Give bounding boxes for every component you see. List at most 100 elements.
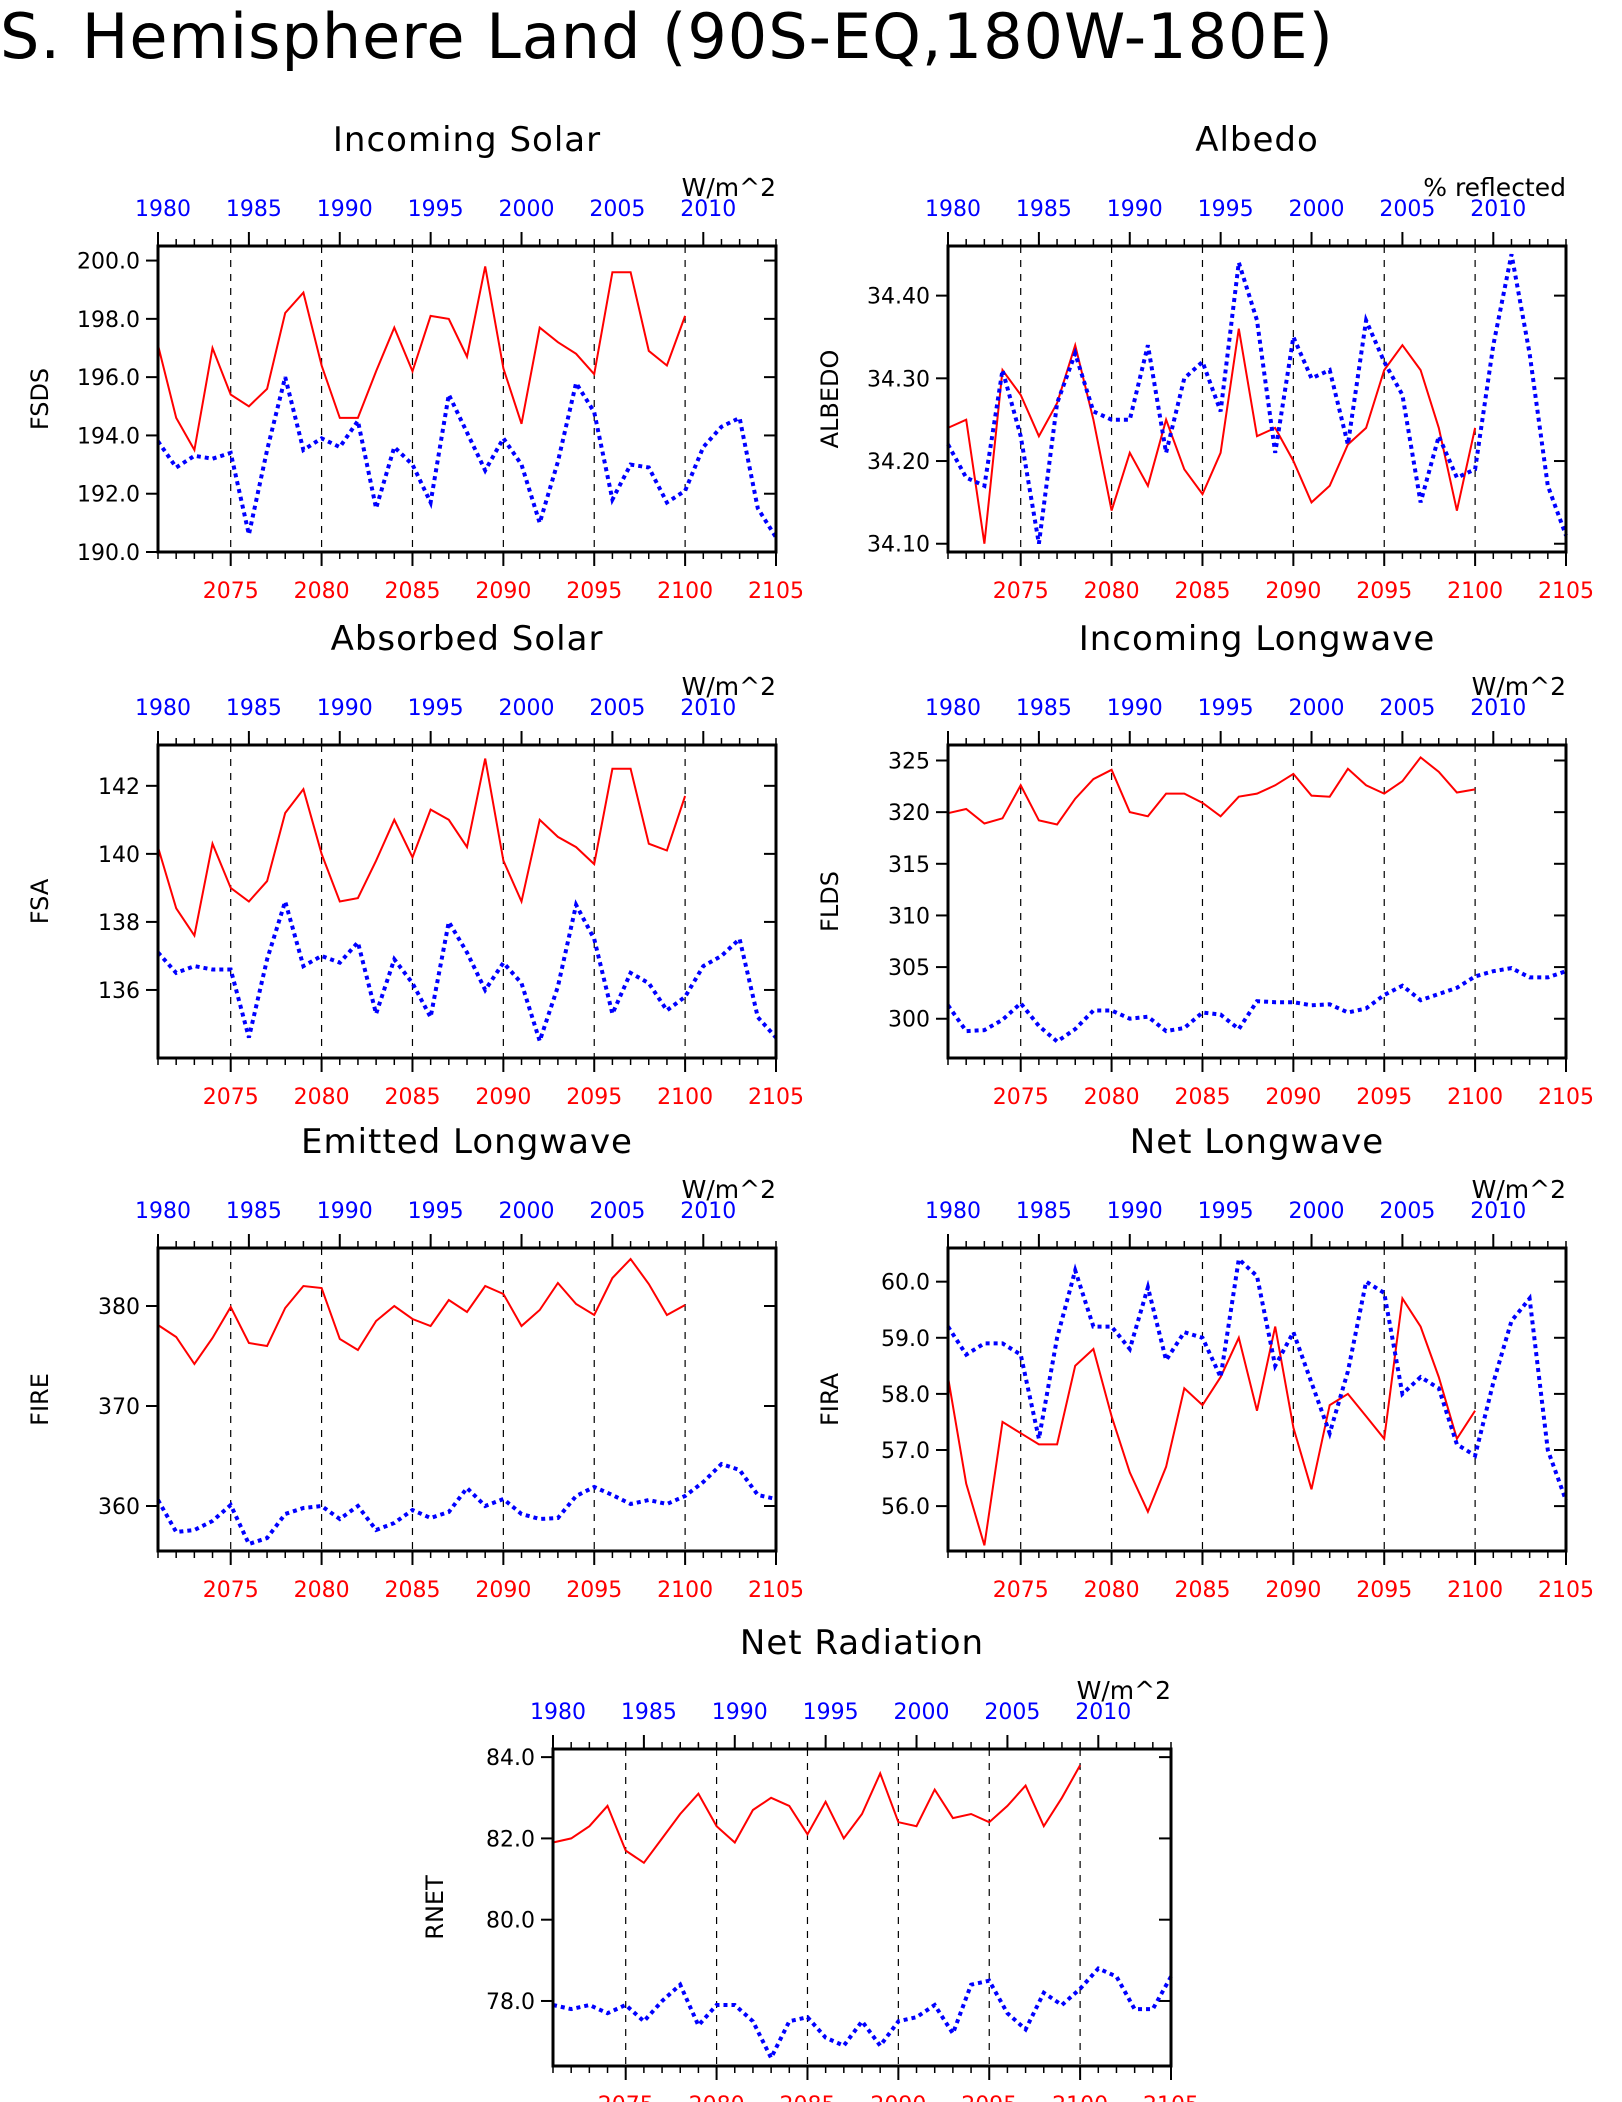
y-tick-label: 194.0	[77, 424, 140, 449]
y-axis-label: RNET	[421, 1875, 449, 1940]
x-tick-label: 2085	[384, 1578, 440, 1603]
y-tick-label: 310	[888, 904, 930, 929]
top-tick-label: 1985	[621, 1700, 677, 1725]
x-tick-label: 2075	[993, 579, 1049, 604]
y-tick-label: 80.0	[486, 1909, 535, 1934]
x-tick-label: 2095	[566, 1578, 622, 1603]
x-tick-label: 2105	[1143, 2093, 1199, 2102]
series-line-red	[157, 758, 687, 939]
y-tick-label: 34.20	[867, 450, 930, 475]
chart-title: Net Radiation	[740, 1623, 984, 1663]
x-tick-label: 2100	[1447, 579, 1503, 604]
x-tick-label: 2080	[294, 1085, 350, 1110]
top-tick-label: 2010	[680, 197, 736, 222]
units-label: W/m^2	[1472, 672, 1566, 701]
y-tick-label: 34.40	[867, 285, 930, 310]
x-tick-label: 2090	[1265, 1578, 1321, 1603]
top-tick-label: 1990	[317, 197, 373, 222]
y-tick-label: 315	[888, 853, 930, 878]
top-tick-label: 1985	[226, 197, 282, 222]
x-tick-label: 2100	[657, 1085, 713, 1110]
top-tick-label: 1980	[925, 696, 981, 721]
y-tick-label: 136	[98, 979, 140, 1004]
x-tick-label: 2090	[475, 579, 531, 604]
top-tick-label: 1990	[317, 1199, 373, 1224]
y-tick-label: 300	[888, 1008, 930, 1033]
units-label: W/m^2	[1472, 1175, 1566, 1204]
y-tick-label: 82.0	[486, 1827, 535, 1852]
x-tick-label: 2075	[598, 2093, 654, 2102]
series-line-red	[157, 1257, 686, 1366]
x-tick-label: 2105	[748, 1578, 804, 1603]
top-tick-label: 1990	[1107, 197, 1163, 222]
top-tick-label: 1995	[803, 1700, 859, 1725]
y-axis-label: FLDS	[816, 871, 844, 932]
incoming-longwave-chart: Incoming Longwave W/m^2 FLDS 2075 2080 2085 20…	[816, 619, 1594, 1110]
y-tick-label: 34.10	[867, 533, 930, 558]
x-tick-label: 2095	[566, 1085, 622, 1110]
x-tick-label: 2090	[1265, 579, 1321, 604]
y-axis-label: FSDS	[26, 368, 54, 430]
x-tick-label: 2075	[203, 1085, 259, 1110]
plot-frame	[551, 1747, 1173, 2068]
net-radiation-chart: Net Radiation W/m^2 RNET 2075 2080 2085 2090 20…	[421, 1623, 1199, 2102]
y-tick-label: 142	[98, 775, 140, 800]
x-tick-label: 2085	[384, 579, 440, 604]
top-tick-label: 1990	[712, 1700, 768, 1725]
y-tick-label: 58.0	[881, 1383, 930, 1408]
y-tick-label: 198.0	[77, 308, 140, 333]
x-tick-label: 2100	[1447, 1085, 1503, 1110]
x-tick-label: 2095	[1356, 1085, 1412, 1110]
series-line-blue-dotted	[156, 894, 778, 1048]
top-tick-label: 2005	[1379, 197, 1435, 222]
y-tick-label: 325	[888, 749, 930, 774]
y-tick-label: 305	[888, 956, 930, 981]
top-tick-label: 2010	[680, 696, 736, 721]
y-tick-label: 190.0	[77, 541, 140, 566]
y-tick-label: 320	[888, 801, 930, 826]
top-tick-label: 2005	[589, 197, 645, 222]
series-line-blue-dotted	[946, 253, 1568, 545]
top-tick-label: 2005	[589, 696, 645, 721]
x-tick-label: 2105	[1538, 1578, 1594, 1603]
x-tick-label: 2085	[1174, 1085, 1230, 1110]
top-tick-label: 1980	[135, 696, 191, 721]
x-tick-label: 2105	[1538, 1085, 1594, 1110]
y-tick-label: 138	[98, 911, 140, 936]
top-tick-label: 1985	[1016, 1199, 1072, 1224]
top-tick-label: 1995	[1198, 696, 1254, 721]
plot-frame	[946, 1246, 1568, 1553]
y-tick-label: 380	[98, 1295, 140, 1320]
top-tick-label: 2010	[1470, 197, 1526, 222]
series-line-blue-dotted	[946, 1255, 1568, 1502]
x-tick-label: 2090	[870, 2093, 926, 2102]
net-longwave-chart: Net Longwave W/m^2 FIRA 2075 2080 2085 2090 209…	[816, 1122, 1594, 1603]
x-tick-label: 2090	[1265, 1085, 1321, 1110]
top-tick-label: 2010	[1470, 696, 1526, 721]
top-tick-label: 1985	[226, 696, 282, 721]
units-label: W/m^2	[682, 1175, 776, 1204]
top-tick-label: 1985	[1016, 696, 1072, 721]
top-tick-label: 2010	[1075, 1700, 1131, 1725]
y-axis-label: FSA	[26, 878, 54, 924]
top-tick-label: 1985	[1016, 197, 1072, 222]
top-tick-label: 2010	[680, 1199, 736, 1224]
plot-frame	[946, 244, 1568, 554]
series-line-blue-dotted	[946, 966, 1567, 1045]
top-tick-label: 1980	[925, 1199, 981, 1224]
top-tick-label: 2000	[499, 197, 555, 222]
x-tick-label: 2100	[657, 579, 713, 604]
units-label: W/m^2	[1077, 1676, 1171, 1705]
top-tick-label: 1990	[317, 696, 373, 721]
chart-title: Absorbed Solar	[331, 619, 604, 659]
top-tick-label: 1995	[408, 1199, 464, 1224]
x-tick-label: 2075	[993, 1085, 1049, 1110]
top-tick-label: 1990	[1107, 1199, 1163, 1224]
y-tick-label: 60.0	[881, 1271, 930, 1296]
series-line-red	[947, 328, 1477, 544]
top-tick-label: 1980	[925, 197, 981, 222]
top-tick-label: 2005	[1379, 1199, 1435, 1224]
top-tick-label: 1985	[226, 1199, 282, 1224]
y-tick-label: 56.0	[881, 1495, 930, 1520]
x-tick-label: 2080	[1084, 579, 1140, 604]
